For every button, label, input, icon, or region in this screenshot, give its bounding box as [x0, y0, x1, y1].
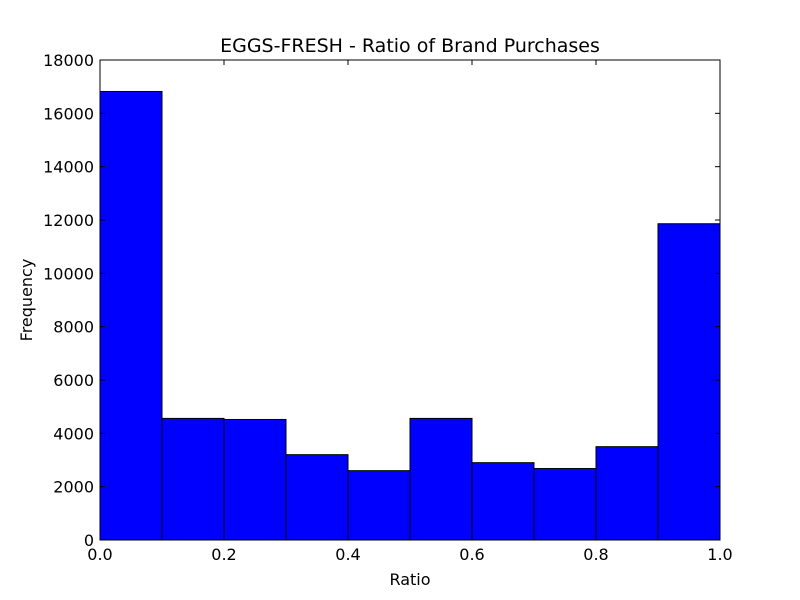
- histogram-bar: [161, 417, 225, 541]
- histogram-bar: [223, 418, 287, 541]
- chart-title: EGGS-FRESH - Ratio of Brand Purchases: [220, 35, 600, 57]
- y-tick-label: 6000: [53, 371, 94, 390]
- y-tick-label: 12000: [43, 211, 94, 230]
- histogram-bar: [347, 470, 411, 541]
- histogram-bar: [285, 454, 349, 541]
- histogram-bar: [595, 446, 659, 541]
- histogram-bar: [471, 462, 535, 541]
- x-tick-label: 0.2: [211, 545, 236, 564]
- y-tick-label: 10000: [43, 264, 94, 283]
- plot-frame: [99, 59, 721, 541]
- y-axis-label: Frequency: [17, 259, 36, 342]
- y-tick-label: 4000: [53, 424, 94, 443]
- y-tick-label: 16000: [43, 104, 94, 123]
- histogram-bar: [99, 90, 163, 541]
- y-tick-label: 2000: [53, 478, 94, 497]
- y-tick-label: 0: [84, 531, 94, 550]
- x-tick-label: 0.6: [459, 545, 484, 564]
- x-tick-label: 1.0: [707, 545, 732, 564]
- histogram-bar: [533, 468, 597, 541]
- y-tick-label: 18000: [43, 51, 94, 70]
- histogram-bar: [409, 417, 473, 541]
- histogram-bar: [657, 223, 721, 541]
- x-tick-label: 0.8: [583, 545, 608, 564]
- x-axis-label: Ratio: [389, 570, 430, 589]
- x-tick-label: 0.0: [87, 545, 112, 564]
- y-tick-label: 8000: [53, 318, 94, 337]
- bars-group: [99, 90, 721, 541]
- ticks-group: 0.0 0.2 0.4 0.6 0.8 1.0 0 2000 4000 6000 8000 10000…: [43, 51, 733, 564]
- x-tick-label: 0.4: [335, 545, 360, 564]
- y-tick-label: 14000: [43, 158, 94, 177]
